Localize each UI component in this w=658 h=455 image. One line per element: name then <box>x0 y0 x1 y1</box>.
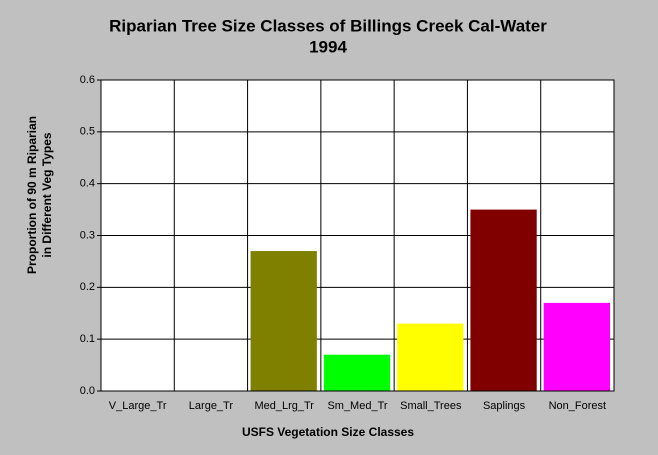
y-tick-label: 0.5 <box>80 126 95 138</box>
bar <box>250 251 317 391</box>
bar <box>397 323 464 391</box>
x-axis-label: USFS Vegetation Size Classes <box>242 425 414 439</box>
y-tick-label: 0.4 <box>80 178 95 190</box>
bar <box>470 209 537 391</box>
y-tick-label: 0.0 <box>80 385 95 397</box>
x-tick-label: Sm_Med_Tr <box>327 400 387 412</box>
y-axis-label: in Different Veg Types <box>40 132 54 257</box>
x-tick-label: Small_Trees <box>400 400 462 412</box>
chart-title: 1994 <box>309 37 347 56</box>
x-tick-label: V_Large_Tr <box>109 400 167 412</box>
y-axis-label: Proportion of 90 m Riparian <box>25 116 39 274</box>
x-tick-label: Non_Forest <box>549 400 606 412</box>
x-tick-label: Large_Tr <box>189 400 234 412</box>
y-tick-label: 0.1 <box>80 333 95 345</box>
y-tick-label: 0.6 <box>80 74 95 86</box>
chart-title: Riparian Tree Size Classes of Billings C… <box>109 16 547 35</box>
x-tick-label: Saplings <box>483 400 526 412</box>
x-tick-label: Med_Lrg_Tr <box>254 400 314 412</box>
plot-border <box>100 79 615 392</box>
bar <box>323 354 391 391</box>
y-tick-label: 0.3 <box>80 229 95 241</box>
bar <box>543 302 610 391</box>
y-tick-label: 0.2 <box>80 281 95 293</box>
